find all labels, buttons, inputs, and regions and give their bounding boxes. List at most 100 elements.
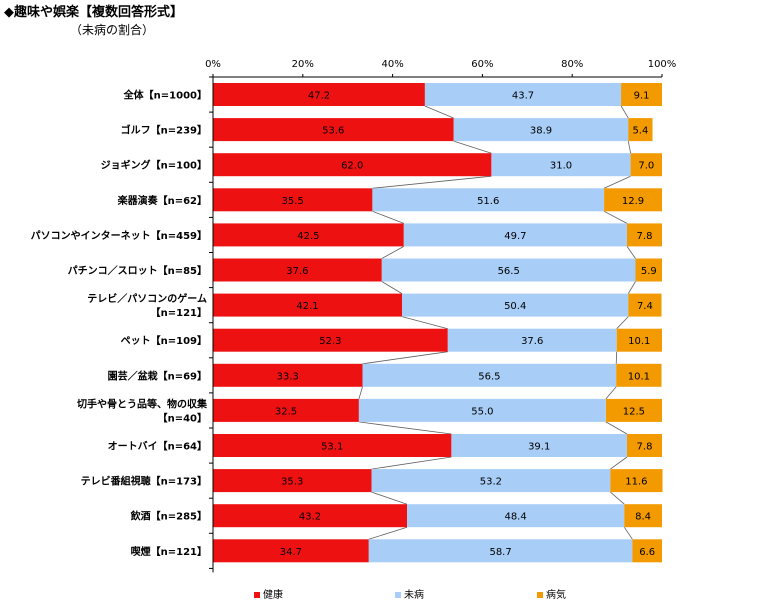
bar-segment [605,398,662,422]
series-line [627,141,631,154]
data-label: 7.8 [637,231,653,242]
bar-segment [610,469,663,493]
data-label: 11.6 [625,477,647,488]
bar-segment [453,118,629,142]
bar-segment [362,363,617,387]
data-label: 43.2 [299,512,321,523]
data-label: 10.1 [628,336,650,347]
bar-segment [213,469,372,493]
bar-segment [604,188,662,212]
series-line [381,246,404,259]
data-label: 33.3 [277,371,299,382]
bar-segment [447,328,617,352]
series-line [371,456,452,470]
chart-subtitle: （未病の割合） [70,23,155,37]
category-label: ペット【n=109】 [121,334,207,347]
data-label: 37.6 [521,336,543,347]
category-label: 【n=40】 [158,411,207,424]
bar-segment [403,223,627,247]
bar-segment [627,223,662,247]
category-label: パチンコ／スロット【n=85】 [68,264,207,277]
data-label: 7.4 [637,301,653,312]
data-label: 42.1 [296,301,318,312]
series-line [358,386,363,400]
data-label: 48.4 [504,512,526,523]
series-line [372,175,492,189]
data-label: 56.5 [498,266,520,277]
bar-segment [491,153,631,177]
series-line [358,421,452,435]
x-tick-label: 0% [205,59,221,70]
bar-segment [628,118,653,142]
bar-segment [628,293,662,317]
bar-segment [372,188,605,212]
data-label: 50.4 [504,301,526,312]
series-line [368,526,408,540]
series-line [603,175,631,189]
bar-segment [358,398,606,422]
data-label: 55.0 [471,406,493,417]
data-label: 51.6 [477,196,499,207]
bar-segment [616,363,662,387]
category-label: 園芸／盆栽【n=69】 [108,369,207,382]
category-label: テレビ／パソコンのゲーム [87,292,207,305]
bars [213,83,663,563]
bar-segment [371,469,611,493]
category-label: パソコンやインターネット【n=459】 [31,229,207,242]
category-label: オートバイ【n=64】 [108,440,207,453]
series-line [362,351,448,365]
bar-segment [451,434,627,457]
data-label: 56.5 [478,371,500,382]
data-label: 49.7 [504,231,526,242]
legend-swatch [537,592,543,598]
category-label: ジョギング【n=100】 [101,159,207,172]
legend-label: 健康 [263,588,283,601]
x-tick-label: 20% [292,59,314,70]
bar-segment [407,504,625,528]
data-label: 34.7 [280,547,302,558]
series-line [603,210,628,224]
labels: 47.2 43.7 9.1 53.6 38.9 5.4 62.0 31.0 7.0 35.5 51.… [31,59,677,558]
data-label: 62.0 [341,161,363,172]
legend-label: 病気 [546,588,566,601]
series-lines [358,105,636,540]
x-tick-label: 60% [471,59,493,70]
bar-segment [402,293,629,317]
bar-segment [616,328,662,352]
bar-segment [424,83,622,106]
data-label: 5.9 [641,266,657,277]
series-line [381,281,403,294]
bar-segment [368,539,633,563]
category-label: 全体【n=1000】 [123,89,207,102]
x-tick-label: 80% [561,59,583,70]
data-label: 12.5 [623,406,645,417]
data-label: 38.9 [530,126,552,137]
data-label: 12.9 [622,196,644,207]
x-tick-label: 40% [381,59,403,70]
series-line [610,456,628,470]
series-line [453,140,492,154]
series-line [401,316,448,330]
legend-swatch [254,592,260,598]
bar-segment [213,223,404,247]
bar-segment [627,434,662,457]
data-label: 5.4 [632,126,648,137]
data-label: 42.5 [297,231,319,242]
data-label: 47.2 [308,91,330,102]
bar-segment [213,504,407,528]
data-label: 53.2 [480,477,502,488]
legend: 健康 未病 病気 [254,588,566,601]
data-label: 6.6 [639,547,655,558]
data-label: 35.5 [282,196,304,207]
data-label: 39.1 [528,442,550,453]
bar-segment [213,293,402,317]
series-line [605,386,617,400]
data-label: 7.0 [638,161,654,172]
data-label: 8.4 [635,512,651,523]
bar-segment [632,539,662,563]
category-label: テレビ番組視聴【n=173】 [81,475,207,488]
bar-segment [630,153,662,177]
chart-title: ◆趣味や娯楽【複数回答形式】 [4,5,183,20]
bar-segment [635,258,662,282]
bar-segment [213,328,448,352]
